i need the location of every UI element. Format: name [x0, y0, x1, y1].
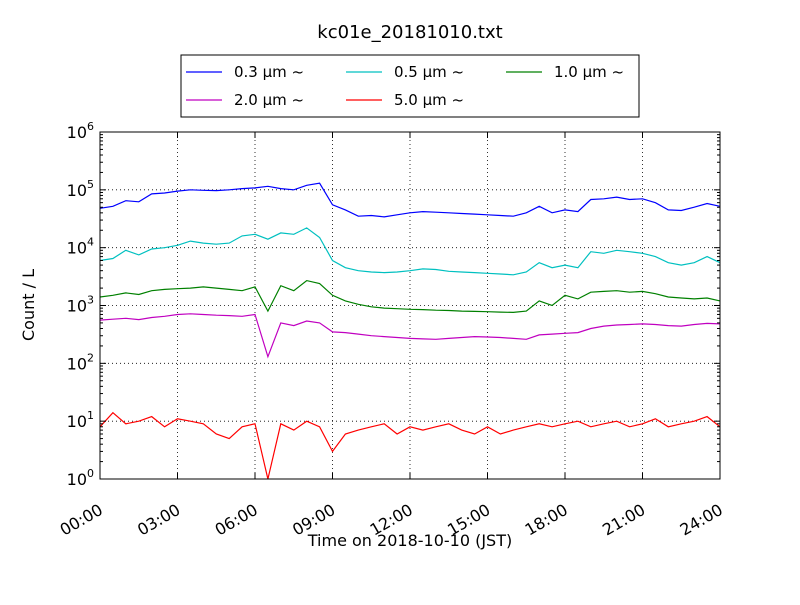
- x-tick-label: 06:00: [212, 500, 261, 540]
- legend-label: 1.0 µm ~: [554, 63, 624, 81]
- x-tick-label: 21:00: [599, 500, 648, 540]
- y-tick-label: 100: [67, 467, 94, 489]
- x-axis-label: Time on 2018-10-10 (JST): [307, 531, 512, 550]
- ticks: 00:00 03:00 06:00 09:00 12:00 15:00 18:00 21:00…: [57, 120, 726, 540]
- y-tick-label: 105: [67, 178, 94, 200]
- legend-label: 0.3 µm ~: [234, 63, 304, 81]
- x-tick-label: 18:00: [522, 500, 571, 540]
- series-line-4: [99, 313, 721, 359]
- x-tick-label: 03:00: [134, 500, 183, 540]
- y-tick-label: 103: [67, 294, 94, 316]
- x-tick-label: 00:00: [57, 500, 106, 540]
- series-layer: [99, 182, 721, 480]
- x-tick-label: 24:00: [677, 500, 726, 540]
- y-axis-label: Count / L: [19, 269, 38, 341]
- series-line-1: [99, 182, 721, 218]
- chart-title: kc01e_20181010.txt: [317, 22, 502, 43]
- legend-label: 2.0 µm ~: [234, 91, 304, 109]
- y-tick-label: 106: [67, 120, 94, 142]
- y-tick-label: 101: [67, 409, 94, 431]
- series-line-5: [99, 411, 721, 480]
- legend: 0.3 µm ~ 0.5 µm ~ 1.0 µm ~ 2.0 µm ~ 5.0 µm ~: [180, 54, 640, 118]
- series-line-3: [99, 279, 721, 314]
- y-tick-label: 102: [67, 351, 94, 373]
- series-line-2: [99, 227, 721, 276]
- legend-label: 0.5 µm ~: [394, 63, 464, 81]
- legend-box: [180, 54, 640, 118]
- legend-label: 5.0 µm ~: [394, 91, 464, 109]
- y-tick-label: 104: [67, 236, 94, 258]
